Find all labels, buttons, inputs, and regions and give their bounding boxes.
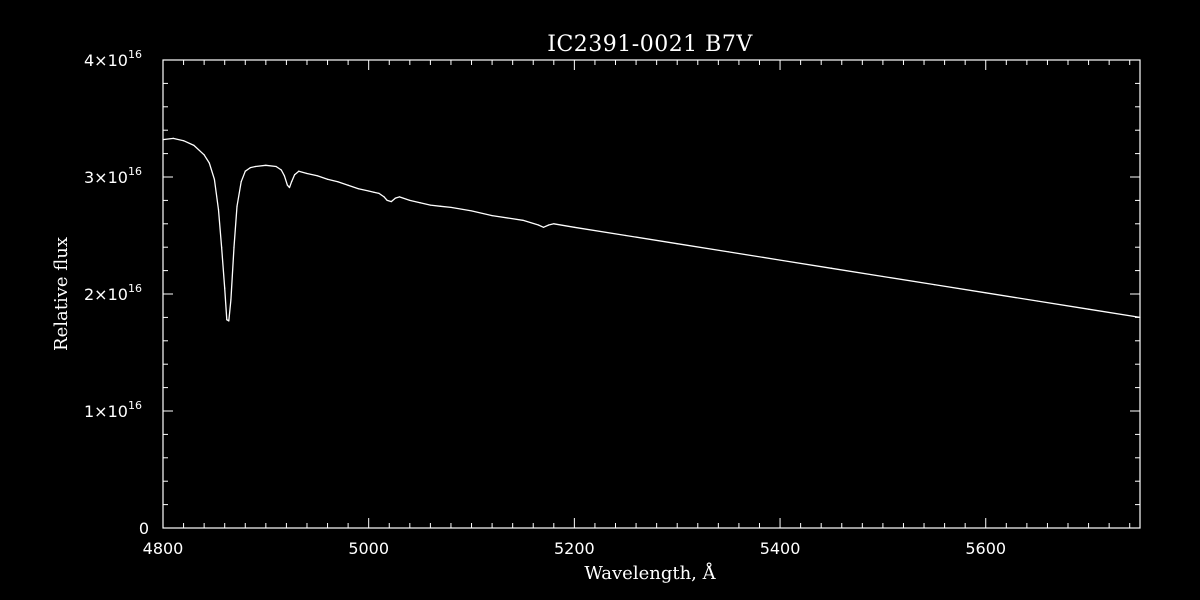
spectrum-point: [182, 140, 185, 142]
spectrum-point: [162, 138, 164, 141]
spectrum-point: [283, 175, 285, 177]
spectrum-series: [162, 137, 1141, 322]
spectrum-point: [419, 202, 421, 204]
spectrum-point: [394, 197, 397, 199]
spectrum-point: [254, 165, 257, 168]
spectrum-point: [398, 196, 401, 198]
spectrum-point: [409, 199, 411, 201]
y-tick-label: 4×1016: [84, 48, 142, 70]
chart-title: IC2391-0021 B7V: [547, 32, 753, 57]
y-axis-label: Relative flux: [51, 237, 72, 351]
x-tick-label: 5200: [554, 539, 595, 558]
spectrum-point: [306, 172, 308, 175]
x-tick-label: 5400: [760, 539, 801, 558]
spectrum-point: [542, 226, 545, 228]
spectrum-point: [386, 199, 388, 201]
spectrum-point: [213, 178, 216, 180]
spectrum-point: [294, 174, 296, 176]
spectrum-point: [224, 287, 226, 289]
spectrum-point: [553, 223, 555, 225]
spectrum-point: [290, 181, 293, 183]
spectrum-point: [217, 209, 220, 211]
spectrum-point: [326, 178, 329, 180]
spectrum-point: [288, 186, 291, 189]
x-axis-label: Wavelength, Å: [584, 562, 716, 584]
spectrum-point: [1087, 308, 1090, 310]
spectrum-point: [208, 162, 210, 164]
spectrum-point: [203, 154, 205, 156]
x-tick-label: 5600: [965, 539, 1006, 558]
spectrum-point: [378, 192, 380, 194]
y-tick-label: 3×1016: [84, 165, 142, 187]
spectrum-point: [830, 267, 833, 269]
spectrum-point: [172, 137, 174, 139]
spectrum-point: [193, 144, 195, 147]
x-tick-label: 5000: [348, 539, 389, 558]
spectrum-point: [244, 170, 246, 172]
spectrum-point: [286, 184, 289, 186]
spectrum-point: [450, 206, 452, 209]
spectrum-point: [390, 200, 392, 203]
spectrum-point: [985, 292, 987, 294]
x-tick-label: 4800: [143, 539, 184, 558]
spectrum-point: [373, 191, 375, 193]
spectrum-point: [230, 299, 232, 301]
spectrum-point: [233, 246, 235, 248]
spectrum-point: [882, 275, 884, 278]
spectrum-point: [625, 234, 627, 237]
spectrum-point: [337, 181, 339, 183]
axis-ticks: [162, 59, 1140, 529]
spectrum-point: [236, 205, 238, 207]
spectrum-point: [676, 243, 678, 245]
spectrum-point: [779, 259, 781, 261]
spectrum-point: [316, 175, 318, 177]
y-tick-label: 2×1016: [84, 282, 142, 304]
spectrum-point: [440, 205, 442, 207]
spectrum-point: [221, 246, 223, 248]
spectrum-point: [933, 284, 935, 286]
y-tick-label: 0: [139, 519, 149, 538]
spectrum-point: [275, 165, 277, 168]
spectrum-point: [548, 224, 550, 226]
spectrum-point: [522, 219, 524, 221]
spectrum-point: [728, 251, 730, 253]
spectrum-point: [470, 210, 473, 212]
spectrum-point: [265, 164, 267, 166]
spectrum-point: [1036, 300, 1038, 302]
spectrum-point: [573, 226, 575, 228]
x-tick-labels: 4800 5000 5200 5400 5600: [143, 539, 1006, 558]
spectrum-point: [491, 215, 493, 217]
spectrum-point: [429, 204, 431, 206]
spectrum-point: [226, 319, 228, 321]
spectrum-point: [357, 188, 359, 190]
spectrum-point: [240, 181, 242, 183]
spectrum-point: [298, 170, 300, 172]
spectrum-point: [249, 167, 252, 169]
spectrum-point: [228, 320, 230, 322]
spectrum-point: [368, 190, 370, 192]
spectrum-point: [1139, 316, 1141, 318]
y-tick-label: 1×1016: [84, 399, 142, 421]
spectrum-point: [537, 224, 539, 226]
spectrum-point: [383, 196, 385, 198]
spectrum-point: [347, 184, 349, 186]
spectrum-point: [280, 169, 282, 171]
y-tick-labels: 0 1×1016 2×1016 3×1016 4×1016: [84, 48, 149, 538]
